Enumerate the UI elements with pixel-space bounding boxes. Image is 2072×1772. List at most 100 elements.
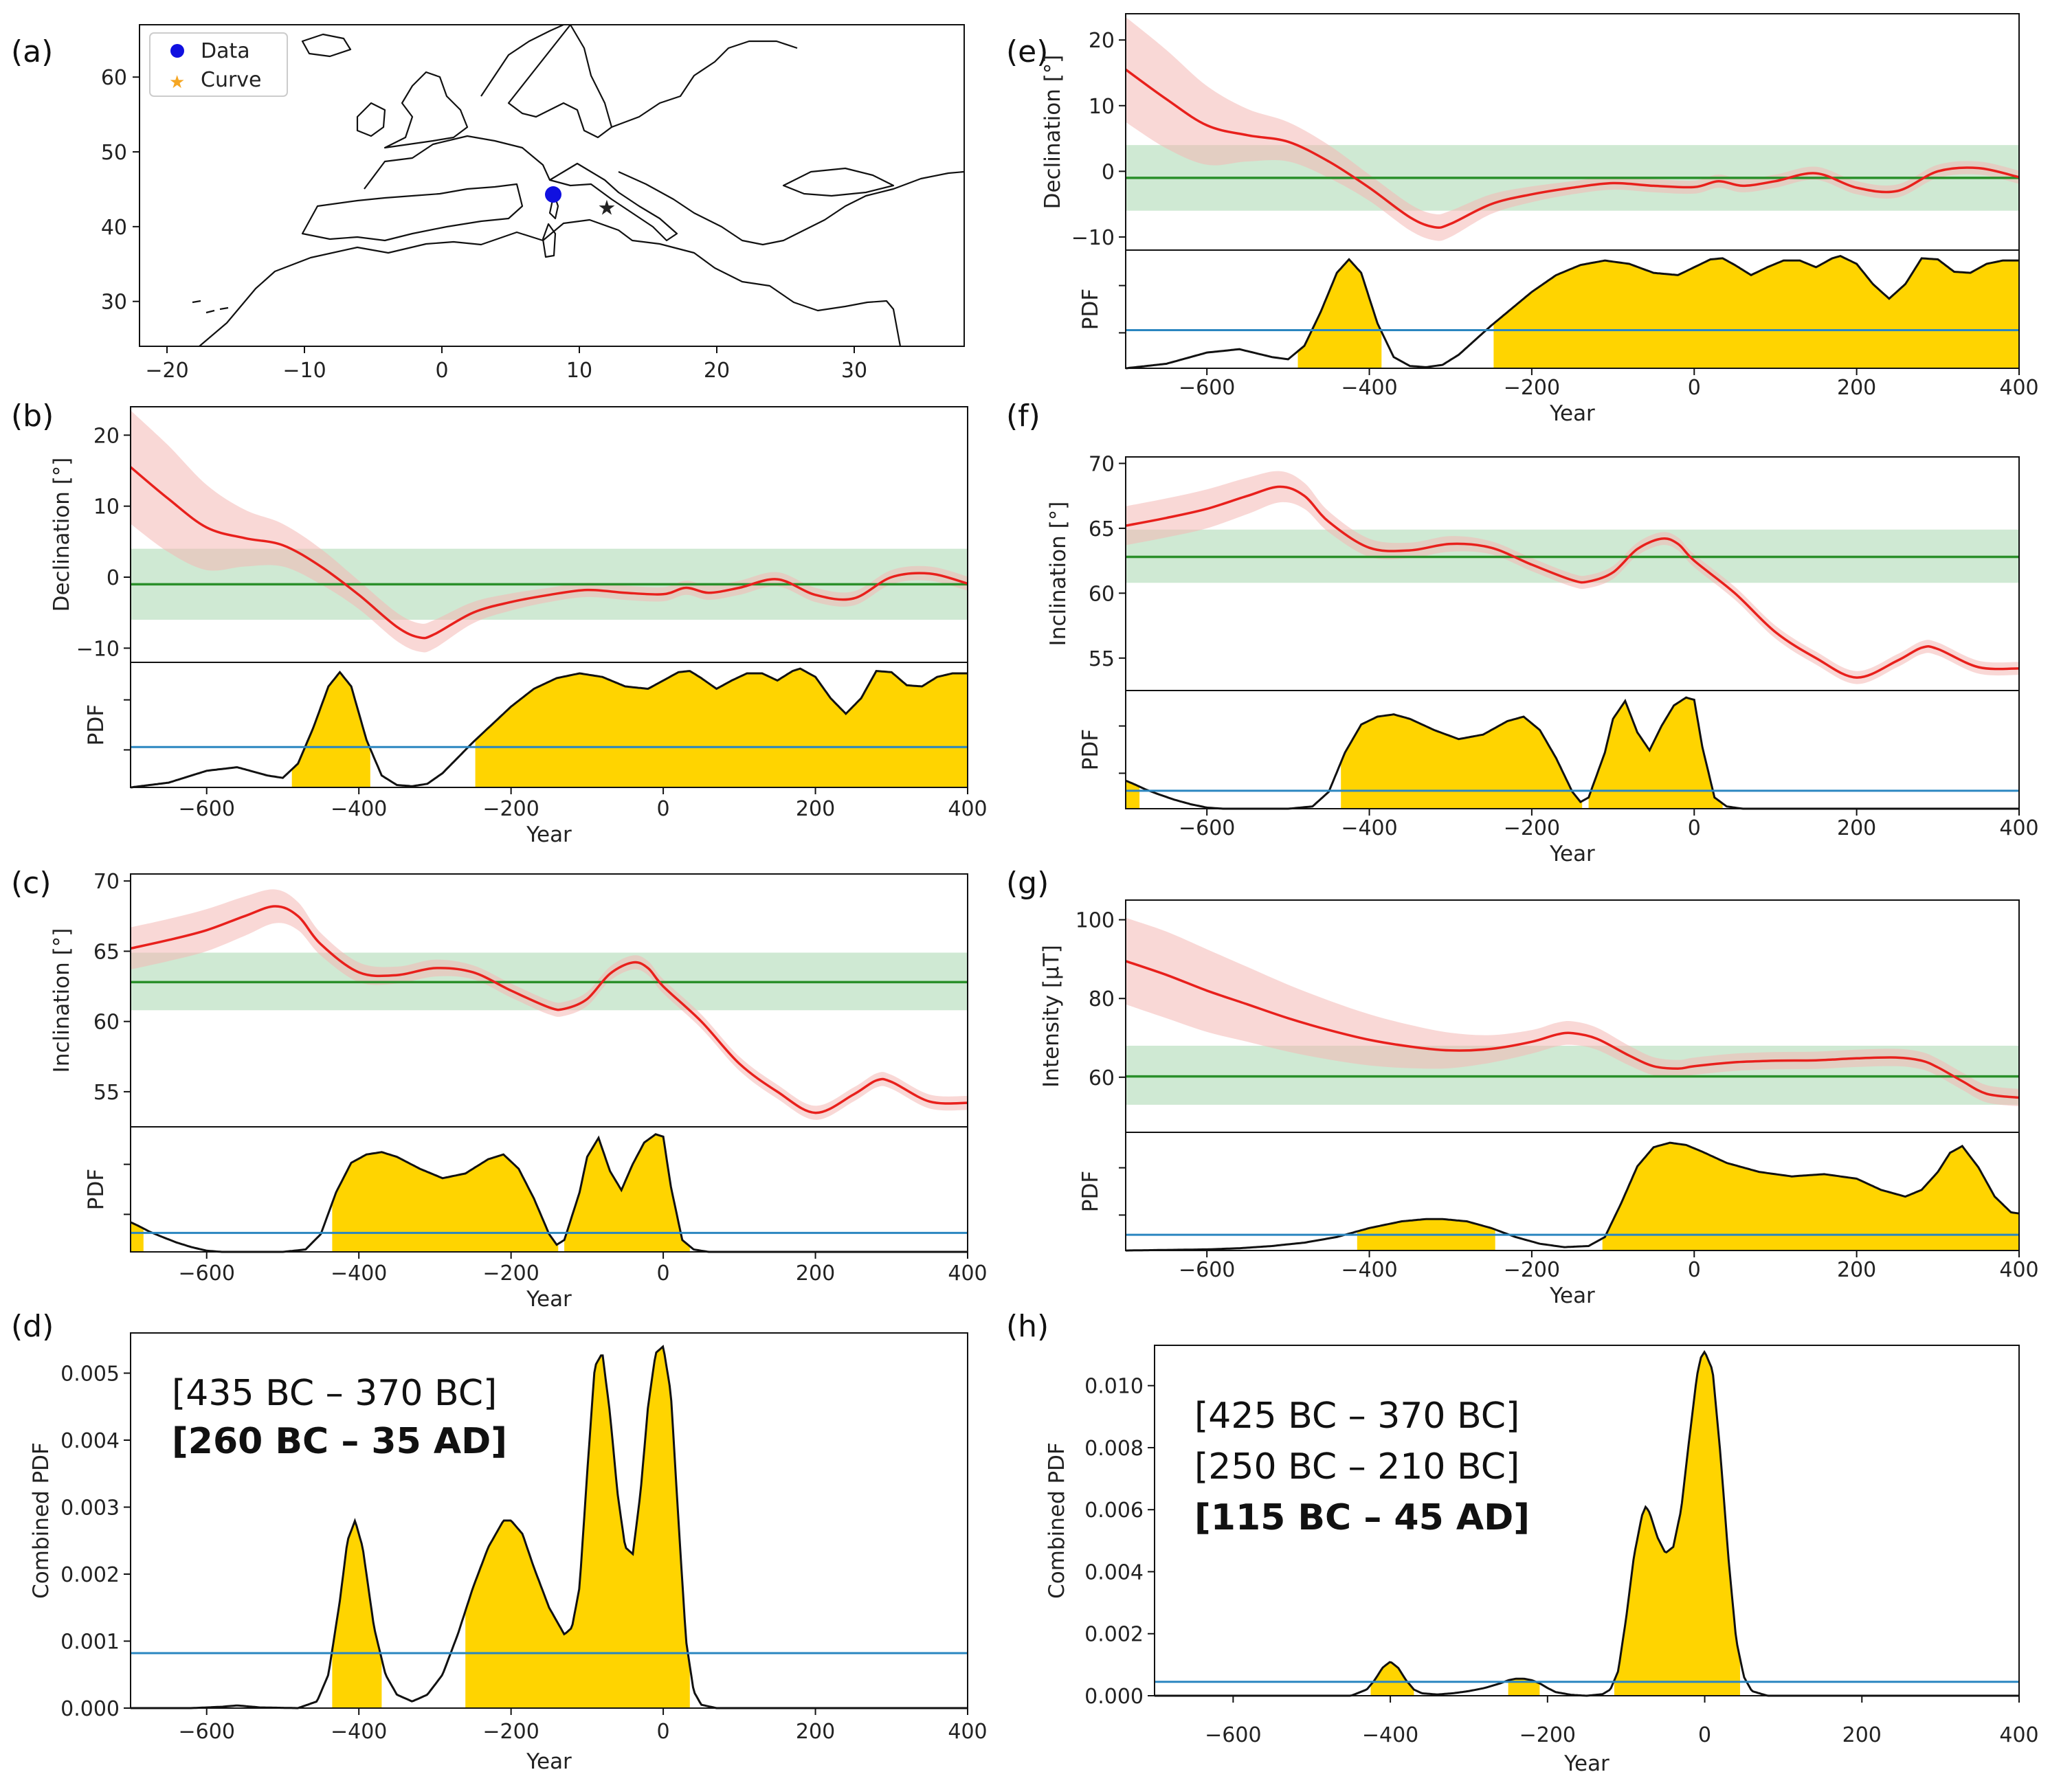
y-tick-label: 0	[107, 566, 120, 590]
y-tick-label: 0.008	[1084, 1437, 1144, 1461]
x-tick-label: −200	[482, 1720, 539, 1744]
x-axis-label: Year	[1563, 1751, 1609, 1772]
curve-uncertainty-band	[131, 410, 968, 653]
legend-data-marker	[170, 44, 184, 58]
y-tick-label: 0.002	[60, 1563, 120, 1587]
coastline-canaries	[192, 300, 229, 314]
x-tick-label: −600	[179, 1261, 235, 1286]
coastline-ireland	[356, 102, 386, 137]
y-tick-label: 70	[1089, 452, 1115, 476]
coastline-balkans	[618, 170, 965, 246]
y-tick-label: −10	[76, 637, 120, 661]
panel-c-chart: (c) 70 65 60 55 Inclination [°] PDF −600 −400 −20…	[11, 866, 988, 1312]
x-tick-label: −400	[331, 1261, 387, 1286]
y-axis-label: Inclination [°]	[49, 928, 74, 1073]
y-axis-label: Intensity [μT]	[1039, 945, 1064, 1088]
pdf-shaded-interval	[475, 669, 968, 787]
x-tick-label: −400	[1341, 1258, 1397, 1282]
x-tick-label: −200	[1504, 816, 1560, 840]
y-tick-label: 0.010	[1084, 1375, 1144, 1399]
reference-curve-line	[1125, 960, 2020, 1099]
panel-label-h: (h)	[1006, 1309, 1049, 1344]
map-x-tick-label: 20	[704, 359, 730, 383]
pdf-axes-frame	[1125, 690, 2020, 809]
map-point-data	[545, 186, 561, 203]
x-tick-label: −200	[482, 797, 539, 821]
y-tick-label: 0.006	[1084, 1499, 1144, 1523]
y-tick-label: 0	[1102, 160, 1115, 184]
map-coastlines	[192, 23, 965, 347]
legend-data-label: Data	[201, 39, 250, 63]
x-tick-label: −600	[179, 797, 235, 821]
y-tick-label: 60	[1089, 1066, 1115, 1090]
pdf-curve	[130, 667, 968, 789]
x-tick-label: 400	[1999, 1258, 2038, 1282]
curve-uncertainty-band	[1126, 471, 2019, 684]
x-axis-label: Year	[1549, 1283, 1595, 1308]
pdf-shaded-interval	[1341, 714, 1583, 809]
map-y-tick-label: 40	[101, 216, 127, 240]
y-tick-label: −10	[1071, 226, 1115, 250]
y-axis-label: Declination [°]	[49, 458, 74, 612]
y-tick-label: 70	[93, 870, 120, 894]
pdf-shaded-interval	[1126, 781, 1140, 809]
x-tick-label: −400	[1362, 1723, 1418, 1747]
panel-a-map: (a) −20 −10 0 10 20 30 30 40 50 60 ★ Data ★ Curve	[11, 23, 965, 383]
pdf-shaded-interval	[1297, 260, 1382, 368]
x-tick-label: −400	[1341, 816, 1397, 840]
panel-label-e: (e)	[1006, 34, 1048, 69]
coastline-britain	[383, 71, 469, 149]
y-tick-label: 100	[1076, 909, 1115, 933]
pdf-curve	[1126, 1141, 2020, 1252]
x-tick-label: 400	[948, 1720, 987, 1744]
pdf-axes-frame	[1125, 1132, 2020, 1251]
panel-f-chart: (f) 70 65 60 55 Inclination [°] PDF −600 −400 −20…	[1006, 399, 2039, 866]
pdf-shaded-interval	[291, 673, 370, 787]
coastline-corsica-sardinia	[542, 192, 559, 258]
map-point-curve: ★	[598, 197, 616, 221]
panel-label-b: (b)	[11, 399, 54, 434]
pdf-shaded-interval	[1493, 256, 2019, 368]
x-tick-label: 200	[796, 1261, 835, 1286]
y-tick-label: 65	[1089, 517, 1115, 541]
map-x-tick-label: 30	[841, 359, 867, 383]
y-axis-label: Combined PDF	[1045, 1442, 1069, 1599]
x-tick-label: 400	[1999, 816, 2038, 840]
x-tick-label: −200	[1519, 1723, 1576, 1747]
x-tick-label: −400	[1341, 376, 1397, 400]
x-tick-label: 200	[796, 797, 835, 821]
age-interval-annotation: [435 BC – 370 BC]	[172, 1373, 497, 1414]
panel-label-c: (c)	[11, 866, 52, 901]
x-tick-label: 0	[1698, 1723, 1711, 1747]
pdf-shaded-interval	[1602, 1143, 2019, 1251]
legend-curve-marker: ★	[169, 72, 185, 93]
y-tick-label: 0.003	[60, 1496, 120, 1521]
combined-pdf-axes-frame	[130, 1332, 968, 1709]
x-tick-label: 0	[1688, 1258, 1701, 1282]
x-tick-label: −200	[1504, 376, 1560, 400]
curve-uncertainty-band	[1126, 917, 2019, 1107]
y-axis-label: Declination [°]	[1040, 55, 1065, 210]
pdf-shaded-interval	[564, 1134, 690, 1252]
coastline-black-sea	[782, 167, 895, 197]
x-axis-label: Year	[1549, 842, 1595, 866]
panel-h-chart: (h) 0.010 0.008 0.006 0.004 0.002 0.000 −600 −40…	[1006, 1309, 2039, 1772]
map-axes: −20 −10 0 10 20 30 30 40 50 60	[101, 66, 867, 383]
x-tick-label: −600	[1179, 816, 1235, 840]
x-tick-label: 400	[948, 1261, 987, 1286]
pdf-curve	[1125, 255, 2019, 370]
x-tick-label: −200	[1504, 1258, 1560, 1282]
x-tick-label: 0	[657, 797, 670, 821]
x-tick-label: 400	[1999, 376, 2038, 400]
map-x-tick-label: −10	[282, 359, 326, 383]
combined-pdf-shaded-interval	[1508, 1679, 1540, 1696]
y-tick-label: 80	[1089, 987, 1115, 1011]
x-tick-label: 0	[657, 1720, 670, 1744]
x-tick-label: 200	[1837, 816, 1876, 840]
map-y-tick-label: 30	[101, 291, 127, 315]
map-y-tick-label: 60	[101, 66, 127, 90]
legend-curve-label: Curve	[201, 68, 262, 92]
x-tick-label: −400	[331, 1720, 387, 1744]
